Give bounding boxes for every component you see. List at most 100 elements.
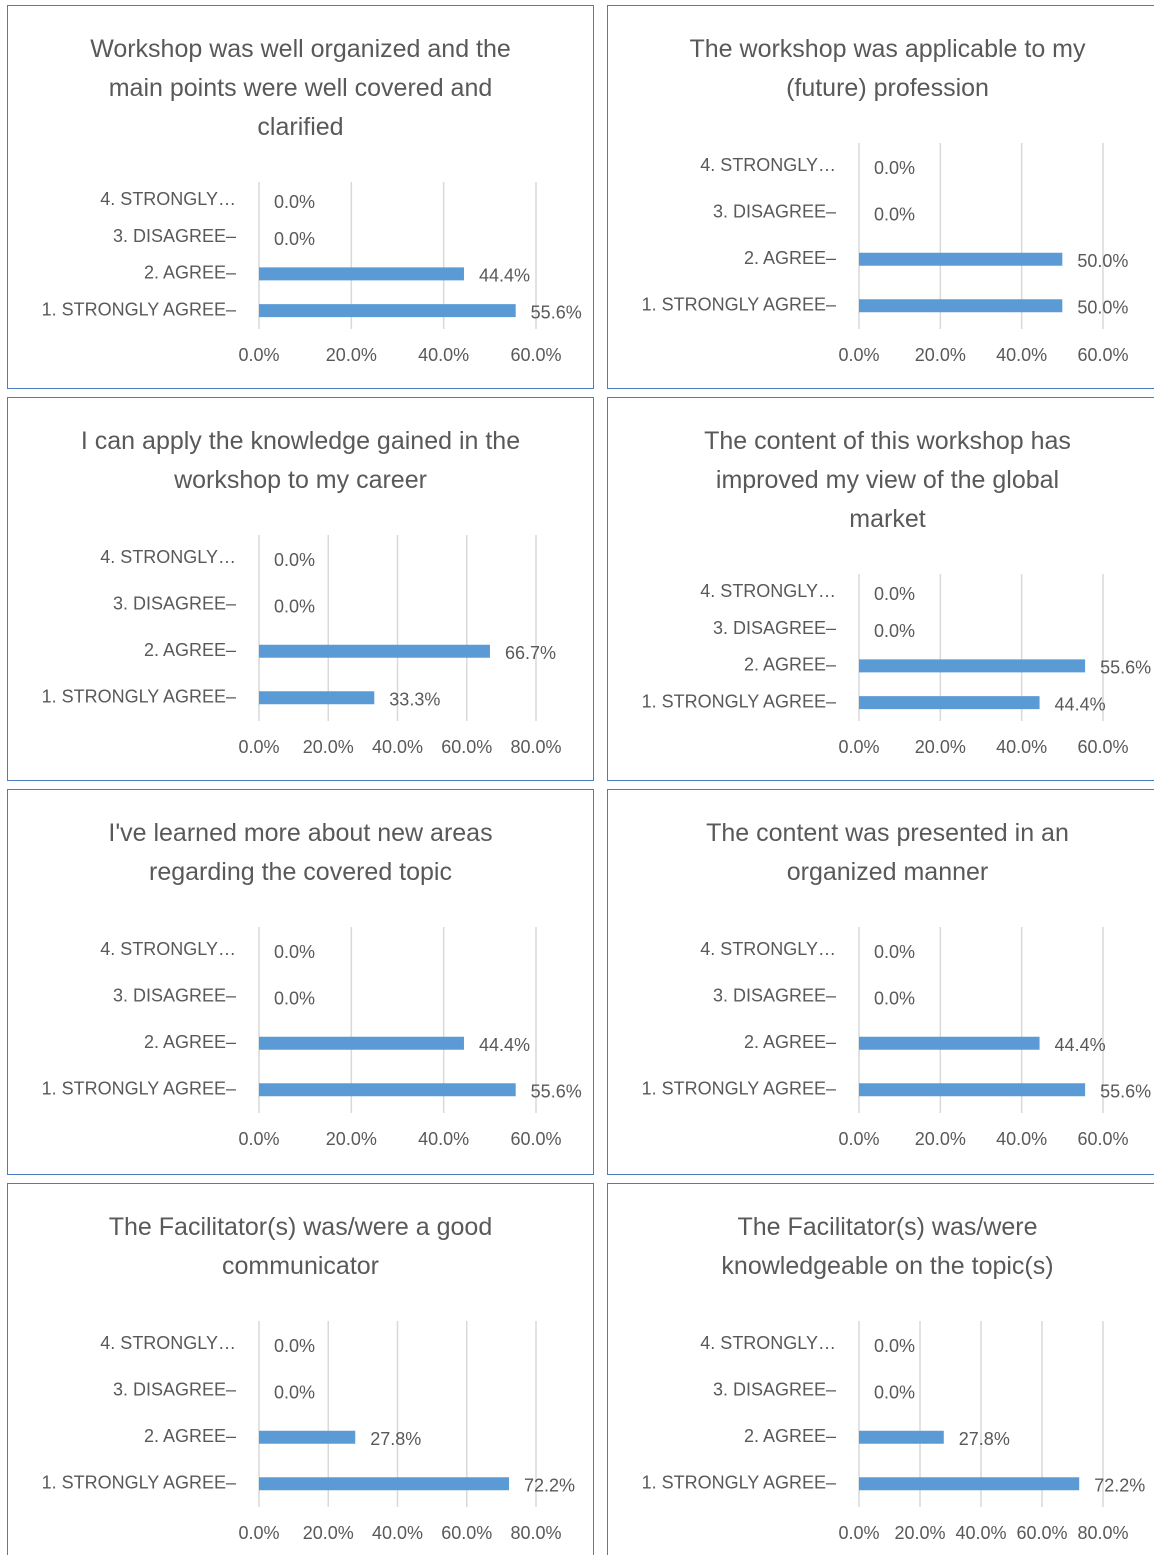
chart-title: The Facilitator(s) was/were a good commu… <box>108 1213 493 1280</box>
x-tick-label: 60.0% <box>1077 737 1128 757</box>
value-label: 0.0% <box>874 621 915 641</box>
x-tick-label: 0.0% <box>238 1129 279 1149</box>
chart-title: Workshop was well organized and the main… <box>90 35 511 141</box>
category-label: 1. STRONGLY AGREE– <box>642 1473 836 1493</box>
value-label: 0.0% <box>874 584 915 604</box>
chart: 0.0% 20.0% 40.0% 60.0% 80.0% 4. STRONGLY… 0.0%… <box>642 1321 1145 1543</box>
category-label: 3. DISAGREE– <box>713 1380 836 1400</box>
value-label: 66.7% <box>505 643 556 663</box>
x-tick-label: 20.0% <box>915 1129 966 1149</box>
category-label: 1. STRONGLY AGREE– <box>42 299 236 319</box>
value-label: 0.0% <box>274 1383 315 1403</box>
category-label: 4. STRONGLY… <box>700 1333 836 1353</box>
chart: 0.0% 20.0% 40.0% 60.0% 80.0% 4. STRONGLY… 0.0%… <box>42 535 562 757</box>
value-label: 0.0% <box>874 1336 915 1356</box>
chart-panel: 0.0% 20.0% 40.0% 60.0% 80.0% 4. STRONGLY… 0.0%… <box>607 1183 1154 1555</box>
value-label: 72.2% <box>524 1476 575 1496</box>
category-label: 3. DISAGREE– <box>113 226 236 246</box>
bar <box>859 659 1086 673</box>
category-label: 2. AGREE– <box>744 248 836 268</box>
value-label: 0.0% <box>274 1336 315 1356</box>
x-tick-label: 20.0% <box>894 1523 945 1543</box>
category-label: 4. STRONGLY… <box>100 189 236 209</box>
category-label: 1. STRONGLY AGREE– <box>642 691 836 711</box>
chart-title: The workshop was applicable to my (futur… <box>689 35 1086 102</box>
value-label: 0.0% <box>274 597 315 617</box>
x-tick-label: 20.0% <box>326 1129 377 1149</box>
category-label: 4. STRONGLY… <box>100 547 236 567</box>
category-label: 2. AGREE– <box>744 1426 836 1446</box>
x-tick-label: 20.0% <box>326 345 377 365</box>
x-tick-label: 0.0% <box>238 737 279 757</box>
value-label: 0.0% <box>874 205 915 225</box>
chart: 0.0% 20.0% 40.0% 60.0% 4. STRONGLY… 0.0% 3. DI… <box>642 927 1151 1149</box>
value-label: 0.0% <box>874 942 915 962</box>
category-label: 3. DISAGREE– <box>713 618 836 638</box>
value-label: 44.4% <box>479 1035 530 1055</box>
value-label: 27.8% <box>370 1429 421 1449</box>
value-label: 44.4% <box>479 266 530 286</box>
chart-panel: 0.0% 20.0% 40.0% 60.0% 4. STRONGLY… 0.0% 3. DI… <box>607 5 1154 389</box>
x-tick-label: 40.0% <box>372 737 423 757</box>
value-label: 50.0% <box>1077 251 1128 271</box>
x-tick-label: 0.0% <box>238 1523 279 1543</box>
value-label: 0.0% <box>274 229 315 249</box>
value-label: 0.0% <box>274 550 315 570</box>
chart-panel: 0.0% 20.0% 40.0% 60.0% 4. STRONGLY… 0.0% 3. DI… <box>607 397 1154 781</box>
chart: 0.0% 20.0% 40.0% 60.0% 4. STRONGLY… 0.0% 3. DI… <box>642 143 1129 365</box>
x-tick-label: 40.0% <box>418 1129 469 1149</box>
category-label: 2. AGREE– <box>144 1426 236 1446</box>
chart-panel: 0.0% 20.0% 40.0% 60.0% 80.0% 4. STRONGLY… 0.0%… <box>7 397 594 781</box>
category-label: 3. DISAGREE– <box>713 202 836 222</box>
chart-panel: 0.0% 20.0% 40.0% 60.0% 80.0% 4. STRONGLY… 0.0%… <box>7 1183 594 1555</box>
category-label: 2. AGREE– <box>144 263 236 283</box>
x-tick-label: 80.0% <box>510 737 561 757</box>
category-label: 3. DISAGREE– <box>113 1380 236 1400</box>
chart: 0.0% 20.0% 40.0% 60.0% 80.0% 4. STRONGLY… 0.0%… <box>42 1321 575 1543</box>
chart: 0.0% 20.0% 40.0% 60.0% 4. STRONGLY… 0.0% 3. DI… <box>642 574 1151 757</box>
x-tick-label: 60.0% <box>1077 1129 1128 1149</box>
chart-title: I've learned more about new areas regard… <box>108 819 493 886</box>
bar <box>259 1036 464 1050</box>
bar <box>259 644 490 658</box>
category-label: 3. DISAGREE– <box>113 594 236 614</box>
x-tick-label: 0.0% <box>838 1523 879 1543</box>
x-tick-label: 0.0% <box>838 345 879 365</box>
category-label: 2. AGREE– <box>144 1032 236 1052</box>
bar <box>859 696 1040 710</box>
chart: 0.0% 20.0% 40.0% 60.0% 4. STRONGLY… 0.0% 3. DI… <box>42 927 582 1149</box>
value-label: 44.4% <box>1055 694 1106 714</box>
category-label: 1. STRONGLY AGREE– <box>42 1079 236 1099</box>
bar <box>859 1477 1080 1491</box>
value-label: 55.6% <box>1100 658 1151 678</box>
category-label: 1. STRONGLY AGREE– <box>42 1473 236 1493</box>
x-tick-label: 0.0% <box>238 345 279 365</box>
x-tick-label: 80.0% <box>1077 1523 1128 1543</box>
category-label: 2. AGREE– <box>744 1032 836 1052</box>
chart: 0.0% 20.0% 40.0% 60.0% 4. STRONGLY… 0.0% 3. DI… <box>42 182 582 365</box>
bar <box>259 691 375 705</box>
bar <box>859 1036 1040 1050</box>
chart-title: The content of this workshop has improve… <box>704 427 1071 533</box>
category-label: 3. DISAGREE– <box>713 986 836 1006</box>
chart-panel: 0.0% 20.0% 40.0% 60.0% 4. STRONGLY… 0.0% 3. DI… <box>607 789 1154 1175</box>
x-tick-label: 0.0% <box>838 1129 879 1149</box>
category-label: 1. STRONGLY AGREE– <box>642 295 836 315</box>
bar <box>859 1430 944 1444</box>
bar <box>259 1477 509 1491</box>
x-tick-label: 60.0% <box>510 1129 561 1149</box>
value-label: 72.2% <box>1094 1476 1145 1496</box>
x-tick-label: 20.0% <box>303 737 354 757</box>
value-label: 55.6% <box>531 1082 582 1102</box>
chart-title: The content was presented in an organize… <box>706 819 1069 886</box>
value-label: 44.4% <box>1055 1035 1106 1055</box>
category-label: 4. STRONGLY… <box>700 155 836 175</box>
bar <box>859 252 1063 266</box>
x-tick-label: 40.0% <box>418 345 469 365</box>
chart-panel: 0.0% 20.0% 40.0% 60.0% 4. STRONGLY… 0.0% 3. DI… <box>7 789 594 1175</box>
value-label: 0.0% <box>874 989 915 1009</box>
x-tick-label: 60.0% <box>510 345 561 365</box>
value-label: 0.0% <box>274 942 315 962</box>
value-label: 55.6% <box>1100 1082 1151 1102</box>
